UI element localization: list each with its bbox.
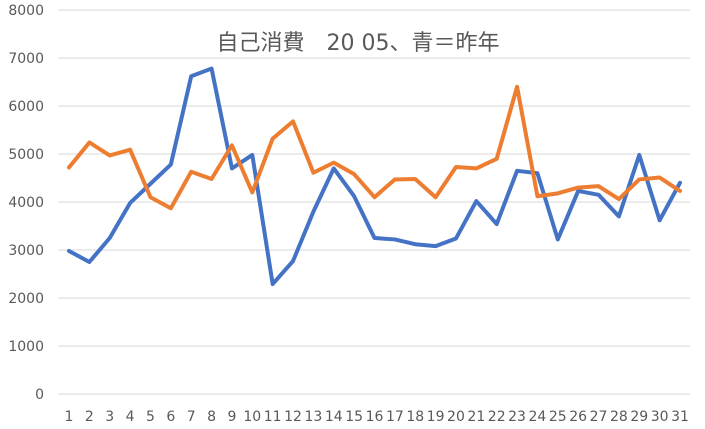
x-tick-label: 23 xyxy=(508,409,526,425)
y-tick-label: 5000 xyxy=(8,147,44,163)
x-tick-label: 6 xyxy=(166,409,175,425)
x-tick-label: 10 xyxy=(243,409,261,425)
x-tick-label: 3 xyxy=(105,409,114,425)
grid-layer xyxy=(58,9,690,395)
chart-title: 自己消費 20 05、青＝昨年 xyxy=(217,31,500,56)
x-axis-ticks: 1 2 3 4 5 6 7 8 9 10 11 12 13 14 15 16 17 18 19 20 21 22 23 24 2… xyxy=(65,409,689,425)
x-tick-label: 18 xyxy=(406,409,424,425)
y-tick-label: 8000 xyxy=(8,3,44,19)
x-tick-label: 27 xyxy=(590,409,608,425)
x-tick-label: 15 xyxy=(345,409,363,425)
x-tick-label: 21 xyxy=(467,409,485,425)
x-tick-label: 24 xyxy=(529,409,547,425)
x-tick-label: 17 xyxy=(386,409,404,425)
x-tick-label: 25 xyxy=(549,409,567,425)
x-tick-label: 19 xyxy=(427,409,445,425)
series-line-1 xyxy=(67,66,682,287)
y-tick-label: 3000 xyxy=(8,243,44,259)
series-layer xyxy=(67,66,682,287)
x-tick-label: 12 xyxy=(284,409,302,425)
x-tick-label: 5 xyxy=(146,409,155,425)
x-tick-label: 22 xyxy=(488,409,506,425)
x-tick-label: 16 xyxy=(366,409,384,425)
series-line-2 xyxy=(67,84,682,211)
x-tick-label: 13 xyxy=(304,409,322,425)
x-tick-label: 2 xyxy=(85,409,94,425)
x-tick-label: 11 xyxy=(264,409,282,425)
x-tick-label: 29 xyxy=(630,409,648,425)
x-tick-label: 30 xyxy=(651,409,669,425)
x-tick-label: 1 xyxy=(65,409,74,425)
y-axis-ticks: 0 1000 2000 3000 4000 5000 6000 7000 8000 xyxy=(8,3,44,403)
x-tick-label: 14 xyxy=(325,409,343,425)
x-tick-label: 8 xyxy=(207,409,216,425)
y-tick-label: 6000 xyxy=(8,99,44,115)
y-tick-label: 0 xyxy=(35,387,44,403)
x-tick-label: 9 xyxy=(227,409,236,425)
y-tick-label: 2000 xyxy=(8,291,44,307)
x-tick-label: 31 xyxy=(671,409,689,425)
x-tick-label: 4 xyxy=(126,409,135,425)
x-tick-label: 20 xyxy=(447,409,465,425)
x-tick-label: 26 xyxy=(569,409,587,425)
y-tick-label: 4000 xyxy=(8,195,44,211)
x-tick-label: 28 xyxy=(610,409,628,425)
y-tick-label: 1000 xyxy=(8,339,44,355)
y-tick-label: 7000 xyxy=(8,51,44,67)
x-tick-label: 7 xyxy=(187,409,196,425)
